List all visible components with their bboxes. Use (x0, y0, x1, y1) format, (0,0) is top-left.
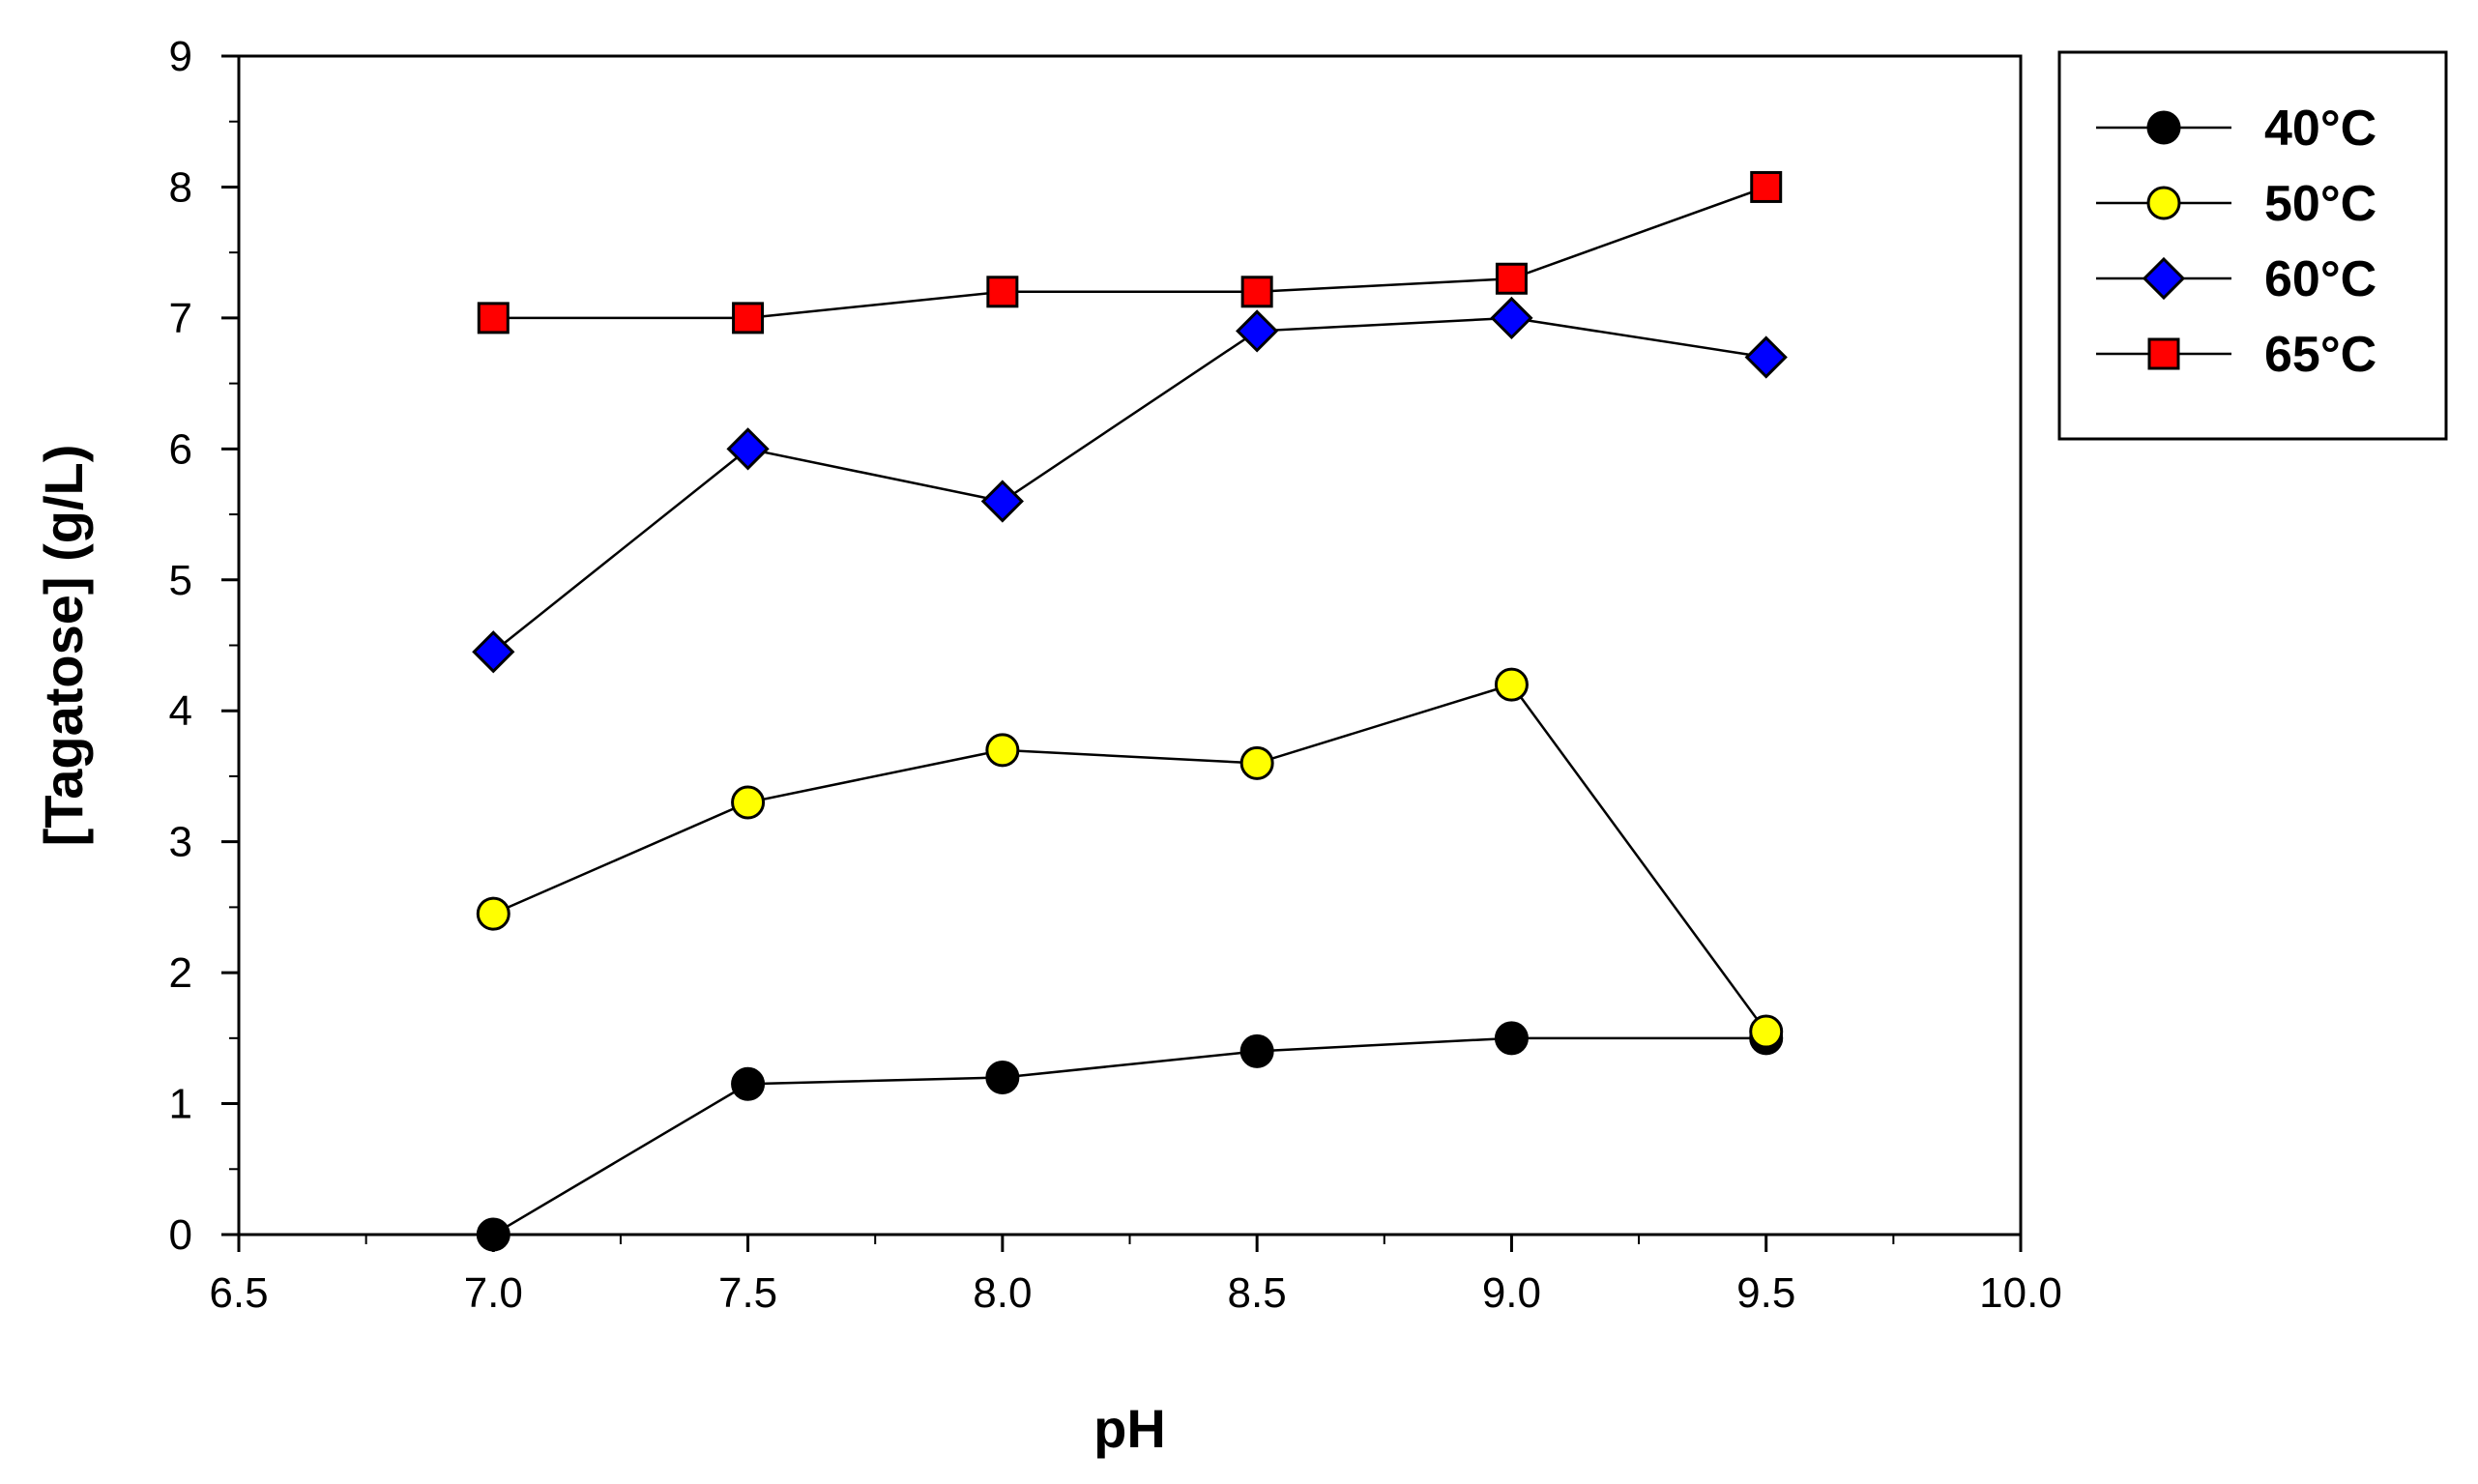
data-point-65c (1240, 276, 1273, 308)
data-point-40c (476, 1217, 510, 1252)
data-point-50c (476, 896, 510, 931)
y-tick-label: 7 (169, 295, 192, 342)
x-tick-label: 7.0 (464, 1269, 523, 1317)
series-65c (477, 170, 1783, 335)
y-tick-label: 2 (169, 949, 192, 997)
x-axis-title: pH (1093, 1398, 1166, 1459)
data-point-50c (985, 733, 1020, 768)
series-line-40c (492, 1036, 1766, 1237)
legend-marker-40c (2146, 110, 2181, 145)
data-point-40c (985, 1060, 1020, 1094)
data-point-65c (1495, 262, 1528, 295)
data-point-60c (1744, 335, 1788, 379)
series-50c (476, 667, 1784, 1049)
y-tick-label: 3 (169, 819, 192, 866)
legend-label-60c: 60°C (2264, 251, 2376, 307)
data-point-65c (986, 276, 1019, 308)
series-60c (472, 296, 1788, 674)
series-line-65c (493, 186, 1767, 320)
legend: 40°C 50°C 60°C 65°C (2057, 50, 2448, 441)
legend-marker-50c (2146, 186, 2181, 220)
data-point-60c (472, 630, 515, 674)
series-line-60c (492, 316, 1766, 654)
x-tick-label: 9.0 (1482, 1269, 1541, 1317)
axes: 6.5 7.0 7.5 8.0 8.5 9.0 9.5 10.0 0 1 2 3 4 5 6 7 8 9 (169, 33, 2062, 1317)
data-point-60c (1236, 309, 1279, 353)
data-point-65c (477, 302, 510, 335)
data-point-50c (1239, 745, 1274, 780)
legend-marker-65c (2147, 337, 2180, 370)
x-tick-label: 9.5 (1736, 1269, 1795, 1317)
data-point-50c (731, 785, 766, 820)
y-tick-label: 4 (169, 687, 192, 735)
y-tick-label: 8 (169, 163, 192, 211)
y-tick-label: 0 (169, 1211, 192, 1259)
legend-label-65c: 65°C (2264, 327, 2376, 383)
x-tick-label: 8.5 (1228, 1269, 1287, 1317)
x-tick-label: 6.5 (209, 1269, 268, 1317)
legend-marker-60c (2142, 256, 2186, 301)
x-tick-label: 7.5 (718, 1269, 777, 1317)
y-tick-label: 1 (169, 1081, 192, 1128)
data-point-65c (732, 302, 765, 335)
series-line-50c (492, 683, 1767, 1033)
x-tick-label: 10.0 (1979, 1269, 2062, 1317)
y-tick-label: 9 (169, 33, 192, 80)
x-tick-label: 8.0 (973, 1269, 1032, 1317)
data-point-65c (1750, 170, 1783, 203)
data-point-40c (731, 1066, 766, 1101)
data-point-60c (726, 427, 770, 471)
series-40c (476, 1021, 1784, 1252)
plot-series (472, 170, 1788, 1252)
data-point-50c (1494, 667, 1529, 702)
y-tick-label: 5 (169, 557, 192, 604)
legend-label-40c: 40°C (2264, 101, 2376, 157)
data-point-50c (1749, 1014, 1784, 1049)
y-axis-title: [Tagatose] (g/L) (33, 445, 94, 847)
data-point-60c (1490, 296, 1533, 340)
legend-box (2057, 50, 2448, 441)
y-tick-label: 6 (169, 425, 192, 473)
legend-label-50c: 50°C (2264, 176, 2376, 232)
data-point-40c (1239, 1033, 1274, 1068)
data-point-40c (1494, 1021, 1529, 1056)
data-point-60c (980, 480, 1024, 523)
